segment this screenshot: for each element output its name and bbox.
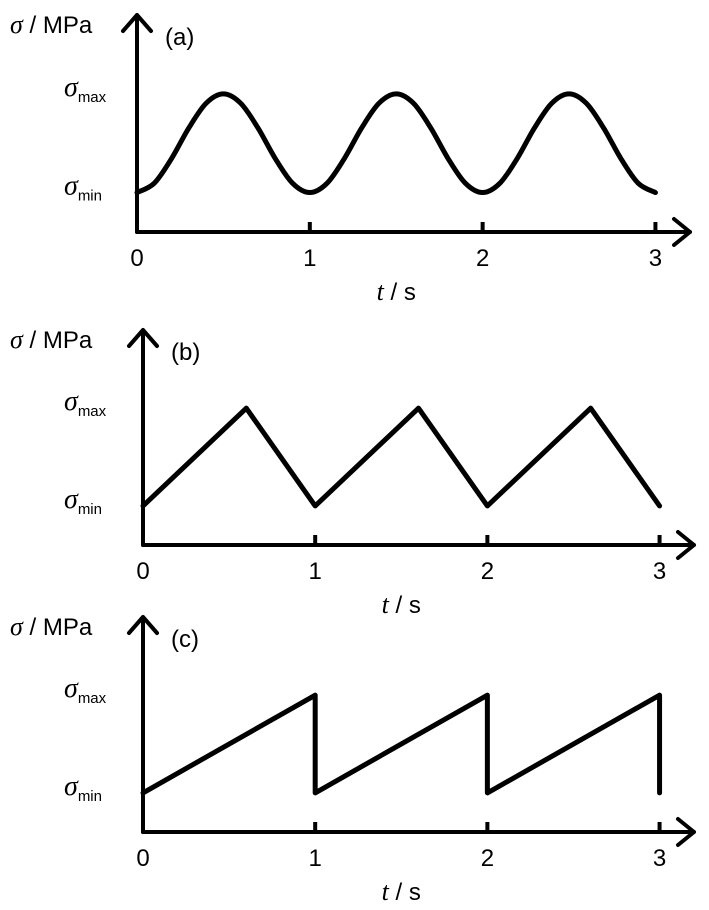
y-axis-title: σ / MPa	[10, 612, 93, 641]
y-tick-label: σmax	[64, 386, 107, 420]
x-axis-title: t / s	[382, 877, 421, 906]
x-tick-label: 1	[303, 245, 316, 272]
y-tick-label: σmin	[64, 771, 102, 805]
panel-title: (c)	[171, 626, 199, 653]
x-axis	[135, 217, 692, 247]
y-tick-label: σmin	[64, 171, 102, 205]
y-tick-label: σmin	[64, 484, 102, 518]
x-tick-label: 1	[309, 558, 322, 585]
x-axis	[141, 817, 696, 847]
waveform	[140, 405, 663, 509]
x-tick-label: 3	[653, 558, 666, 585]
x-axis-title: t / s	[382, 590, 421, 619]
y-axis	[121, 13, 153, 234]
x-tick-label: 0	[136, 845, 149, 872]
y-axis	[127, 615, 159, 834]
waveform	[140, 692, 663, 796]
x-axis-title: t / s	[377, 277, 416, 306]
y-axis-title: σ / MPa	[10, 325, 93, 354]
waveform	[134, 91, 658, 196]
y-tick-label: σmax	[64, 673, 107, 707]
x-tick-label: 0	[130, 245, 143, 272]
x-axis	[141, 530, 696, 560]
x-tick-label: 3	[653, 845, 666, 872]
x-tick-label: 2	[476, 245, 489, 272]
x-tick-label: 2	[481, 558, 494, 585]
y-axis	[127, 328, 159, 547]
x-tick-label: 1	[309, 845, 322, 872]
x-tick-label: 3	[649, 245, 662, 272]
y-axis-title: σ / MPa	[10, 10, 93, 39]
y-tick-label: σmax	[64, 72, 107, 106]
panel-title: (a)	[165, 24, 194, 51]
x-tick-label: 0	[136, 558, 149, 585]
x-tick-label: 2	[481, 845, 494, 872]
panel-title: (b)	[171, 339, 200, 366]
